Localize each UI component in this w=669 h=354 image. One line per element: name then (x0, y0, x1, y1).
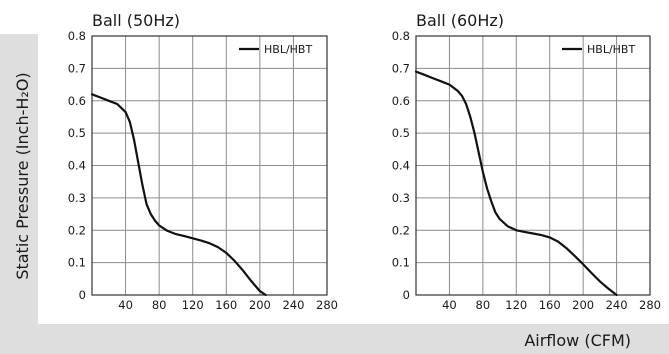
series-line-hbl-hbt (90, 93, 267, 297)
y-tick-label: 0.4 (392, 159, 410, 173)
x-tick-label: 40 (442, 298, 457, 312)
x-tick-label: 200 (249, 298, 271, 312)
chart-title-60hz: Ball (60Hz) (416, 11, 504, 30)
y-tick-label: 0.5 (68, 126, 86, 140)
y-tick-label: 0.6 (392, 94, 410, 108)
y-tick-label: 0.4 (68, 159, 86, 173)
shared-x-axis-label: Airflow (CFM) (524, 331, 631, 350)
legend-label: HBL/HBT (587, 43, 635, 56)
plot-frame (415, 35, 651, 296)
y-tick-label: 0.3 (68, 191, 86, 205)
x-tick-label: 160 (539, 298, 561, 312)
y-tick-label: 0.1 (392, 256, 410, 270)
y-tick-label: 0.2 (68, 223, 86, 237)
y-tick-label: 0 (79, 288, 86, 302)
x-tick-label: 280 (316, 298, 338, 312)
x-tick-label: 200 (572, 298, 594, 312)
plot-frame (91, 35, 328, 296)
chart-panel-60hz: Ball (60Hz) 0 0.1 0.2 0.3 0.4 0.5 0.6 0.7 0.8 40 80… (392, 11, 661, 312)
y-tick-label: 0.5 (392, 126, 410, 140)
chart-title-50hz: Ball (50Hz) (92, 11, 180, 30)
y-tick-label: 0.7 (392, 61, 410, 75)
x-tick-label: 160 (215, 298, 237, 312)
y-tick-label: 0.3 (392, 191, 410, 205)
y-tick-label: 0.1 (68, 256, 86, 270)
chart-panel-50hz: Ball (50Hz) 0 0.1 0.2 0.3 0.4 0.5 0.6 0.7 0.8 40 80… (68, 11, 338, 312)
legend-label: HBL/HBT (264, 43, 312, 56)
x-tick-label: 240 (282, 298, 304, 312)
y-tick-label: 0 (403, 288, 410, 302)
x-tick-label: 280 (639, 298, 661, 312)
x-tick-label: 80 (152, 298, 167, 312)
y-tick-label: 0.8 (392, 29, 410, 43)
y-tick-label: 0.6 (68, 94, 86, 108)
x-tick-label: 240 (606, 298, 628, 312)
x-tick-label: 40 (118, 298, 133, 312)
x-tick-label: 80 (476, 298, 491, 312)
x-tick-label: 120 (505, 298, 527, 312)
y-tick-label: 0.8 (68, 29, 86, 43)
shared-y-axis-label: Static Pressure (Inch-H₂O) (13, 72, 32, 279)
series-line-hbl-hbt (414, 70, 618, 297)
y-tick-label: 0.2 (392, 223, 410, 237)
x-tick-label: 120 (182, 298, 204, 312)
y-tick-label: 0.7 (68, 61, 86, 75)
